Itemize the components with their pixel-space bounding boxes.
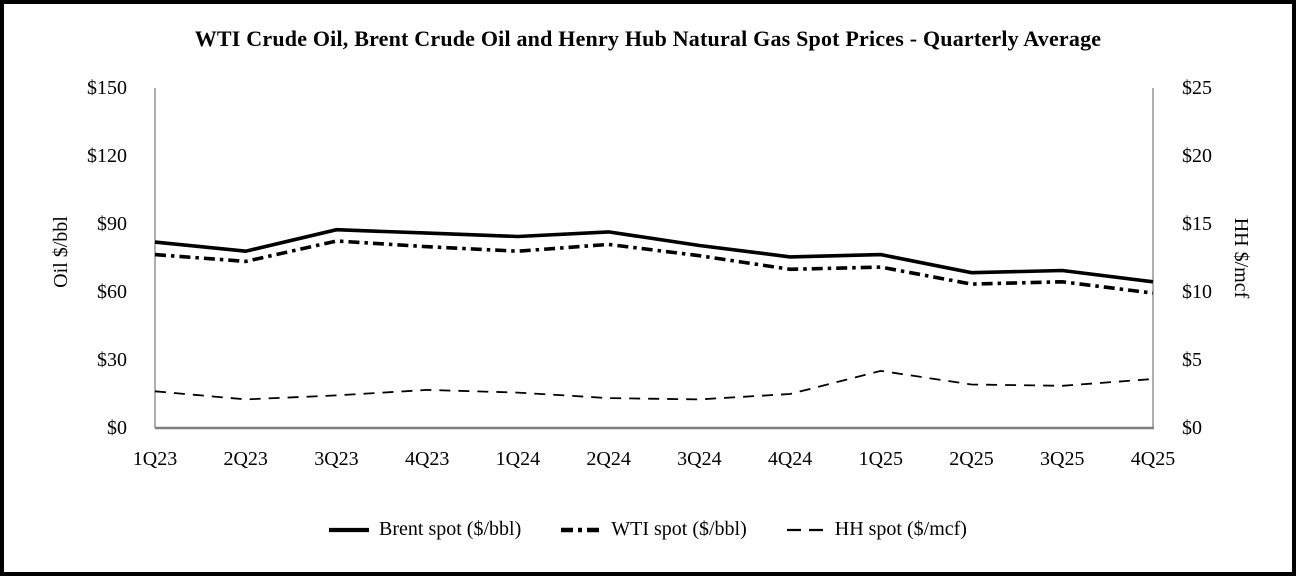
x-label-2Q24: 2Q24: [586, 448, 631, 470]
legend-item-hh: HH spot ($/mcf): [786, 518, 967, 541]
left-tick-2: $90: [97, 213, 127, 235]
wti-dash-dot-line-swatch: [561, 527, 602, 532]
left-tick-4: $30: [97, 349, 127, 371]
plot-area: [154, 88, 1154, 430]
left-tick-5: $0: [107, 417, 127, 439]
series-line-1: [154, 239, 1154, 295]
x-label-2Q23: 2Q23: [223, 448, 268, 470]
right-tick-4: $5: [1182, 349, 1202, 371]
brent-solid-line-swatch: [329, 527, 370, 532]
x-label-3Q25: 3Q25: [1040, 448, 1085, 470]
x-label-1Q24: 1Q24: [495, 448, 541, 470]
x-label-4Q24: 4Q24: [767, 448, 813, 470]
right-tick-1: $20: [1182, 145, 1212, 167]
left-tick-1: $120: [87, 145, 127, 167]
x-label-4Q25: 4Q25: [1130, 448, 1176, 470]
x-label-4Q23: 4Q23: [404, 448, 450, 470]
legend-label-wti: WTI spot ($/bbl): [611, 518, 747, 540]
legend-item-brent: Brent spot ($/bbl): [329, 518, 521, 541]
x-label-2Q25: 2Q25: [949, 448, 994, 470]
legend-item-wti: WTI spot ($/bbl): [561, 518, 747, 541]
x-label-3Q23: 3Q23: [314, 448, 359, 470]
legend: Brent spot ($/bbl) WTI spot ($/bbl) HH s…: [4, 518, 1292, 541]
x-label-1Q23: 1Q23: [132, 448, 178, 470]
x-label-3Q24: 3Q24: [677, 448, 722, 470]
right-tick-5: $0: [1182, 417, 1202, 439]
right-tick-3: $10: [1182, 281, 1212, 303]
series-line-0: [154, 227, 1154, 284]
series-lines: [154, 227, 1154, 401]
chart-title: WTI Crude Oil, Brent Crude Oil and Henry…: [194, 26, 1102, 51]
legend-label-hh: HH spot ($/mcf): [834, 518, 967, 540]
right-tick-2: $15: [1182, 213, 1212, 235]
hh-dashed-line-swatch: [786, 528, 825, 531]
series-line-2: [154, 369, 1154, 401]
left-tick-0: $150: [87, 77, 127, 99]
legend-label-brent: Brent spot ($/bbl): [379, 518, 522, 540]
left-tick-3: $60: [97, 281, 127, 303]
x-label-1Q25: 1Q25: [858, 448, 904, 470]
right-tick-0: $25: [1182, 77, 1212, 99]
